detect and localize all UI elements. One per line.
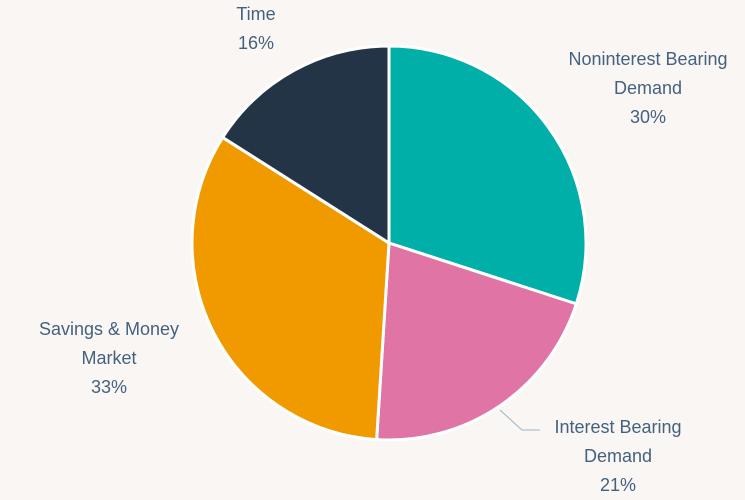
- value-label: 21%: [599, 475, 637, 495]
- slice-label: Noninterest Bearing Demand 30%: [561, 45, 736, 132]
- leader-line: [499, 409, 540, 431]
- pie-slice: [375, 241, 578, 442]
- pie-slice: [387, 44, 588, 306]
- category-label: Time: [236, 4, 276, 24]
- value-label: 33%: [90, 377, 128, 397]
- category-label: Noninterest Bearing Demand: [568, 49, 728, 98]
- slice-label: Time 16%: [196, 0, 316, 58]
- category-label: Savings & Money Market: [38, 319, 180, 368]
- value-label: 16%: [237, 33, 275, 53]
- category-label: Interest Bearing Demand: [554, 417, 682, 466]
- value-label: 30%: [629, 107, 667, 127]
- slice-label: Savings & Money Market 33%: [23, 315, 195, 402]
- slice-label: Interest Bearing Demand 21%: [534, 413, 702, 500]
- pie-slice: [221, 44, 391, 245]
